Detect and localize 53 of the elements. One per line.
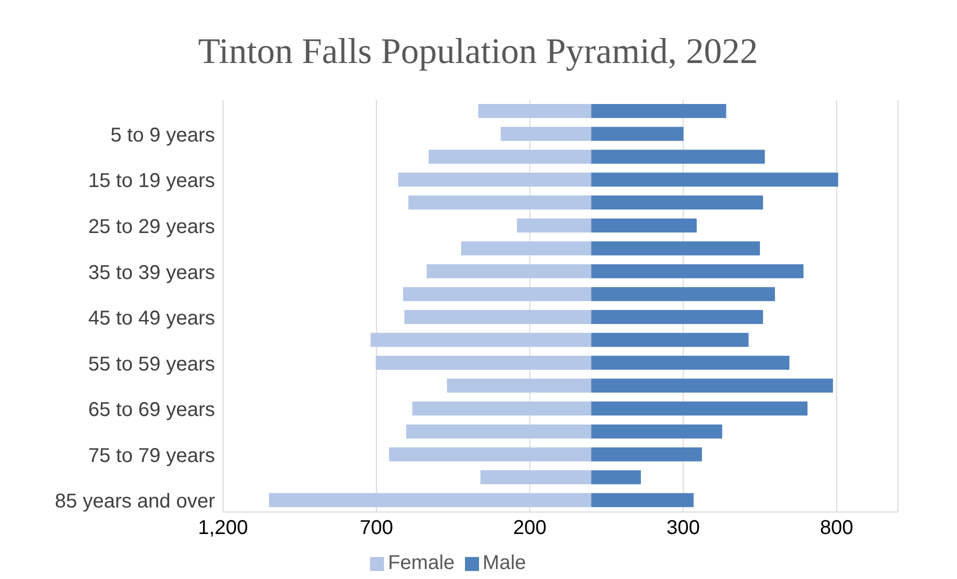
- bar: [591, 264, 804, 278]
- y-tick-label: 25 to 29 years: [88, 216, 215, 238]
- bar: [370, 332, 592, 347]
- bar: [408, 196, 592, 210]
- bar: [591, 493, 694, 508]
- bar: [591, 402, 808, 416]
- bar: [403, 287, 592, 302]
- bar: [516, 218, 592, 232]
- y-tick-label: 15 to 19 years: [88, 170, 215, 192]
- bar: [591, 287, 775, 302]
- x-tick-label: 1,200: [198, 517, 248, 540]
- y-tick-label: 35 to 39 years: [88, 262, 215, 284]
- y-tick-label: 85 years and over: [54, 490, 216, 513]
- bar: [591, 447, 702, 462]
- x-tick-label: 800: [820, 517, 854, 540]
- bar: [591, 470, 641, 484]
- bar: [591, 310, 763, 324]
- bar: [591, 126, 684, 141]
- bar: [461, 241, 592, 256]
- y-tick-label: 5 to 9 years: [110, 124, 215, 146]
- bar: [591, 218, 697, 232]
- legend-label: Female: [388, 552, 455, 574]
- bar: [591, 150, 765, 164]
- bar: [412, 402, 592, 416]
- bar: [591, 424, 722, 438]
- bar: [398, 172, 592, 187]
- bar: [428, 150, 592, 164]
- bar: [478, 104, 592, 118]
- bar: [591, 241, 760, 256]
- bar: [591, 356, 790, 370]
- x-tick-label: 200: [513, 517, 547, 540]
- bar: [376, 356, 592, 370]
- y-tick-label: 55 to 59 years: [88, 353, 215, 376]
- bar: [388, 447, 592, 462]
- chart-title: Tinton Falls Population Pyramid, 2022: [197, 30, 759, 73]
- bar: [269, 493, 592, 508]
- x-tick-label: 300: [666, 517, 700, 540]
- bar: [426, 264, 592, 278]
- y-tick-label: 65 to 69 years: [88, 399, 215, 422]
- bar: [500, 126, 592, 141]
- bar: [446, 378, 592, 393]
- y-tick-label: 45 to 49 years: [88, 308, 215, 330]
- bar: [591, 196, 763, 210]
- bar: [591, 378, 833, 393]
- bar: [591, 104, 726, 118]
- y-tick-label: 75 to 79 years: [88, 444, 215, 467]
- bar: [591, 332, 749, 347]
- legend-label: Male: [482, 552, 526, 574]
- x-tick-label: 700: [360, 517, 394, 540]
- bar: [406, 424, 592, 438]
- bar: [404, 310, 592, 324]
- bar: [591, 172, 838, 187]
- bar: [480, 470, 592, 484]
